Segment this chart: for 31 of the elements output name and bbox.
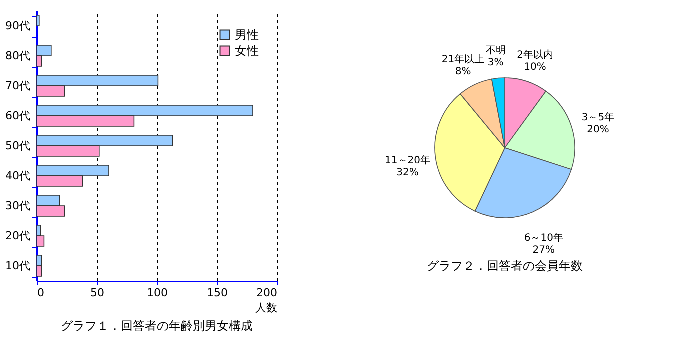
y-tick-label: 80代	[6, 50, 30, 62]
slice-label: 6～10年	[524, 232, 564, 244]
legend-label: 男性	[235, 28, 259, 42]
slice-label: 3～5年	[582, 112, 615, 124]
data-label: 8%	[455, 66, 472, 78]
x-tick-label: 150	[207, 286, 228, 300]
y-tick-label: 60代	[6, 110, 30, 122]
slice-label: 不明	[486, 45, 506, 56]
y-tick-label: 50代	[6, 140, 30, 152]
y-tick-label: 20代	[6, 230, 30, 242]
data-label: 20%	[587, 124, 610, 136]
data-label: 32%	[396, 167, 419, 178]
x-tick-label: 0	[38, 286, 44, 300]
x-tick-label: 100	[147, 286, 168, 300]
y-tick-label: 70代	[6, 80, 30, 92]
x-axis-title: 人数	[256, 302, 278, 314]
data-label: 10%	[524, 62, 546, 73]
y-tick-label: 90代	[6, 20, 30, 32]
x-tick-label: 50	[90, 286, 104, 300]
data-label: 3%	[488, 57, 504, 68]
slice-label: 11～20年	[385, 154, 430, 166]
slice-label: 2年以内	[517, 48, 554, 61]
y-tick-label: 30代	[6, 200, 30, 212]
x-tick-label: 200	[256, 286, 278, 300]
y-tick-label: 10代	[6, 260, 30, 272]
text: グラフ１．回答者の年齢別男女構成	[61, 319, 253, 333]
slice-label: 21年以上	[442, 53, 485, 66]
text: グラフ２．回答者の会員年数	[427, 258, 583, 273]
data-label: 27%	[532, 244, 556, 256]
y-tick-label: 40代	[6, 170, 30, 182]
legend-label: 女性	[235, 44, 259, 58]
